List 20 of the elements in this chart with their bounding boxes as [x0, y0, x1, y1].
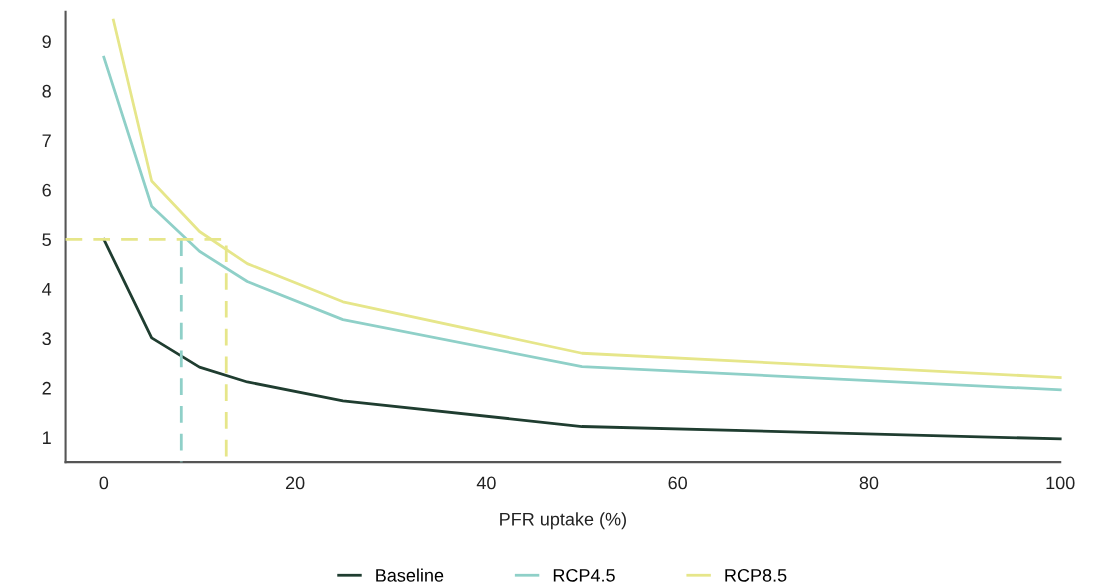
y-tick-label: 7	[42, 134, 51, 147]
x-axis-title: PFR uptake (%)	[500, 512, 626, 530]
x-tick-label: 60	[668, 476, 687, 490]
line-series	[102, 238, 1062, 441]
y-tick-label: 8	[42, 84, 51, 98]
legend-label: RCP4.5	[553, 568, 615, 582]
legend-label: Baseline	[376, 568, 444, 582]
y-tick-label: 4	[42, 283, 52, 296]
y-tick-label: 9	[42, 35, 51, 49]
x-tick-label: 40	[476, 476, 496, 490]
x-tick-label: 80	[859, 476, 879, 490]
y-tick-label: 6	[42, 183, 51, 197]
x-tick-label: 100	[1046, 476, 1075, 490]
y-tick-label: 5	[42, 233, 51, 247]
x-tick-label: 20	[285, 476, 305, 490]
y-tick-label: 2	[42, 381, 51, 395]
y-tick-label: 3	[42, 332, 51, 346]
x-tick-label: 0	[99, 476, 109, 490]
legend-label: RCP8.5	[725, 568, 787, 582]
y-tick-label: 1	[43, 431, 51, 444]
